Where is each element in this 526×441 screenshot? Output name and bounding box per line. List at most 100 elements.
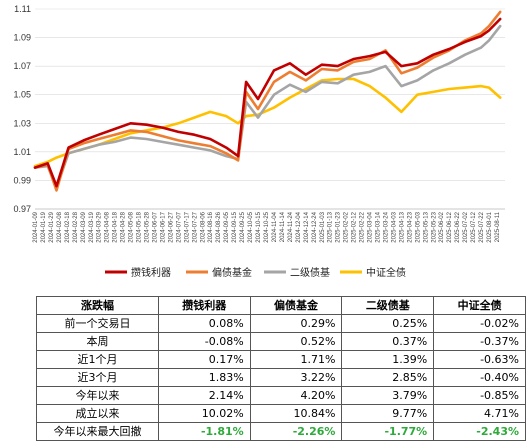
x-tick-label: 2024-06-17 <box>160 211 166 242</box>
header-series-4: 中证全债 <box>433 296 526 315</box>
y-tick-label: 1.11 <box>14 4 31 14</box>
row-label: 本周 <box>36 332 159 351</box>
table-cell: 0.08% <box>157 314 251 333</box>
y-tick-label: 0.99 <box>13 175 31 185</box>
x-tick-label: 2024-09-15 <box>232 211 238 242</box>
row-label: 今年以来最大回撤 <box>36 422 159 441</box>
row-label: 成立以来 <box>36 404 159 423</box>
line-chart: 0.97 0.99 1.01 1.03 1.05 1.07 1.09 1.11 2024-01… <box>13 4 505 279</box>
table-cell: 0.29% <box>249 314 343 333</box>
x-tick-label: 2025-05-03 <box>415 211 421 242</box>
x-tick-label: 2024-12-14 <box>304 211 310 242</box>
x-tick-label: 2025-04-13 <box>399 211 405 242</box>
y-tick-label: 0.97 <box>13 204 31 214</box>
x-tick-label: 2024-02-28 <box>73 211 79 242</box>
x-tick-label: 2024-12-04 <box>296 211 302 242</box>
x-tick-label: 2024-12-24 <box>312 211 318 242</box>
table-cell: 1.39% <box>341 350 435 369</box>
y-tick-label: 1.05 <box>13 90 31 100</box>
series-line-1 <box>33 17 502 188</box>
legend-label-4: 中证全债 <box>366 266 406 279</box>
x-tick-label: 2025-02-22 <box>360 211 366 242</box>
x-tick-label: 2024-09-25 <box>240 211 246 242</box>
table-cell: -2.43% <box>433 422 526 441</box>
x-tick-label: 2024-02-08 <box>57 211 63 242</box>
table-cell: -0.85% <box>433 386 526 405</box>
x-tick-label: 2025-03-14 <box>376 211 382 242</box>
x-tick-label: 2025-06-12 <box>447 211 453 242</box>
table-cell: 0.17% <box>157 350 251 369</box>
x-tick-label: 2024-05-18 <box>137 211 143 242</box>
header-series-1: 攒钱利器 <box>157 296 251 315</box>
table-cell: 1.83% <box>157 368 251 387</box>
chart-series <box>33 10 502 192</box>
series-line-2 <box>33 10 502 192</box>
table-cell: -0.40% <box>433 368 526 387</box>
x-tick-label: 2025-04-23 <box>407 211 413 242</box>
x-tick-label: 2024-05-28 <box>145 211 151 242</box>
x-tick-label: 2024-07-27 <box>192 211 198 242</box>
x-tick-label: 2024-05-08 <box>129 211 135 242</box>
x-tick-label: 2025-05-23 <box>431 211 437 242</box>
x-tick-label: 2024-01-19 <box>41 211 47 242</box>
chart-gridlines <box>35 8 505 210</box>
y-axis-ticks: 0.97 0.99 1.01 1.03 1.05 1.07 1.09 1.11 <box>13 4 31 214</box>
table-row: 成立以来 10.02% 10.84% 9.77% 4.71% <box>36 404 526 423</box>
x-tick-label: 2024-02-18 <box>65 211 71 242</box>
table-row: 近1个月 0.17% 1.71% 1.39% -0.63% <box>36 350 526 369</box>
x-tick-label: 2024-09-05 <box>224 211 230 242</box>
table-cell: 0.37% <box>341 332 435 351</box>
x-tick-label: 2025-02-02 <box>344 211 350 242</box>
x-tick-label: 2025-07-22 <box>479 211 485 242</box>
y-tick-label: 1.09 <box>13 33 31 43</box>
x-tick-label: 2024-11-24 <box>288 211 294 242</box>
x-tick-label: 2024-08-26 <box>216 211 222 242</box>
x-tick-label: 2025-07-02 <box>463 211 469 242</box>
x-tick-label: 2025-02-12 <box>352 211 358 242</box>
legend-label-1: 攒钱利器 <box>131 266 171 279</box>
row-label: 今年以来 <box>36 386 159 405</box>
y-tick-label: 1.01 <box>13 147 31 157</box>
header-series-3: 二级债基 <box>341 296 435 315</box>
header-period: 涨跌幅 <box>36 296 159 315</box>
x-tick-label: 2024-08-06 <box>200 211 206 242</box>
x-tick-label: 2024-10-15 <box>256 211 262 242</box>
x-tick-label: 2025-06-02 <box>439 211 445 242</box>
x-tick-label: 2025-01-03 <box>320 211 326 242</box>
y-tick-label: 1.03 <box>13 118 31 128</box>
legend-label-2: 偏债基金 <box>212 266 252 279</box>
x-tick-label: 2024-01-09 <box>33 211 39 242</box>
x-tick-label: 2025-01-13 <box>328 211 334 242</box>
header-series-2: 偏债基金 <box>249 296 343 315</box>
table-cell: -1.77% <box>341 422 435 441</box>
x-tick-label: 2024-07-07 <box>176 211 182 242</box>
x-tick-label: 2025-07-12 <box>471 211 477 242</box>
x-tick-label: 2025-08-01 <box>487 211 493 242</box>
x-tick-label: 2024-06-27 <box>168 211 174 242</box>
table-row: 本周 -0.08% 0.52% 0.37% -0.37% <box>36 332 526 351</box>
table-cell: -0.02% <box>433 314 526 333</box>
x-tick-label: 2024-06-07 <box>152 211 158 242</box>
x-tick-label: 2024-04-28 <box>121 211 127 242</box>
x-tick-label: 2024-11-04 <box>272 211 278 242</box>
y-tick-label: 1.07 <box>13 61 31 71</box>
x-tick-label: 2024-11-14 <box>280 211 286 242</box>
table-cell: 9.77% <box>341 404 435 423</box>
table-cell: 10.02% <box>157 404 251 423</box>
table-cell: 4.20% <box>249 386 343 405</box>
table-cell: 3.79% <box>341 386 435 405</box>
table-cell: 0.25% <box>341 314 435 333</box>
x-tick-label: 2024-03-29 <box>97 211 103 242</box>
table-row: 近3个月 1.83% 3.22% 2.85% -0.40% <box>36 368 526 387</box>
table-cell: -1.81% <box>157 422 251 441</box>
table-row: 今年以来 2.14% 4.20% 3.79% -0.85% <box>36 386 526 405</box>
x-tick-label: 2025-03-24 <box>383 211 389 242</box>
table-cell: -2.26% <box>249 422 343 441</box>
x-tick-label: 2025-03-04 <box>368 211 374 242</box>
table-cell: 3.22% <box>249 368 343 387</box>
x-tick-label: 2024-04-08 <box>105 211 111 242</box>
table-cell: 10.84% <box>249 404 343 423</box>
x-tick-label: 2024-01-29 <box>49 211 55 242</box>
table-cell: 1.71% <box>249 350 343 369</box>
x-tick-label: 2024-07-17 <box>184 211 190 242</box>
